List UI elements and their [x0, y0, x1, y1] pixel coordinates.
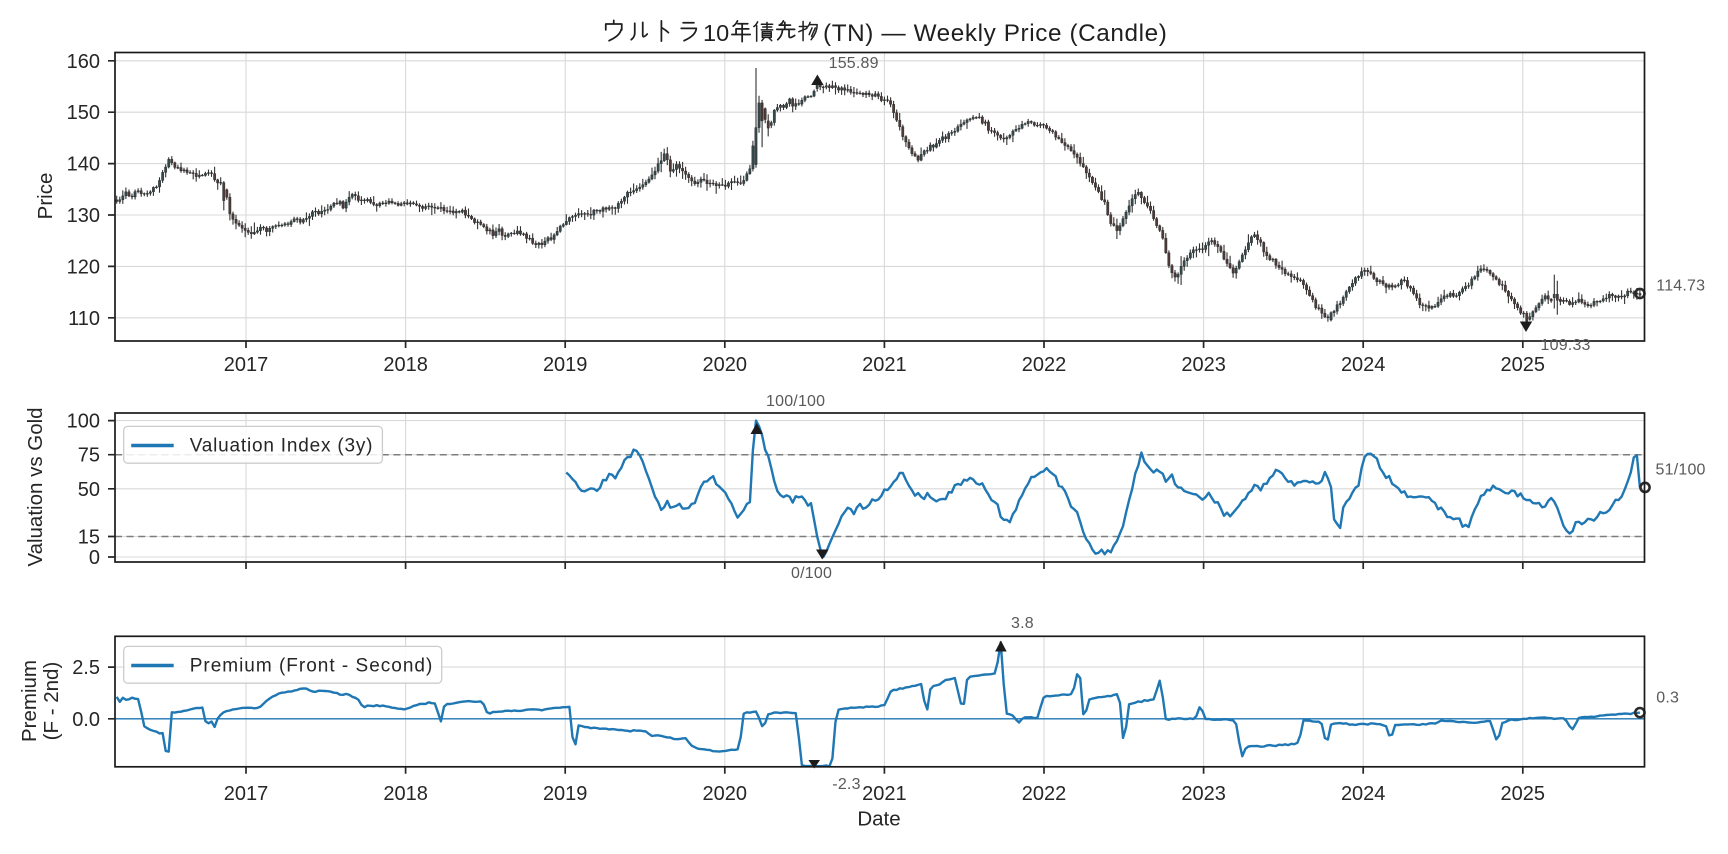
- svg-text:2022: 2022: [1022, 783, 1067, 805]
- svg-text:0.3: 0.3: [1656, 690, 1679, 707]
- svg-text:2021: 2021: [862, 354, 907, 376]
- svg-text:114.73: 114.73: [1656, 278, 1705, 295]
- svg-text:2021: 2021: [862, 783, 907, 805]
- svg-text:(TN) — Weekly Price (Candle): (TN) — Weekly Price (Candle): [823, 20, 1167, 47]
- svg-text:109.33: 109.33: [1541, 337, 1591, 354]
- svg-text:2025: 2025: [1501, 354, 1546, 376]
- svg-text:150: 150: [67, 102, 100, 124]
- svg-text:110: 110: [68, 308, 100, 330]
- svg-text:100/100: 100/100: [766, 393, 825, 410]
- svg-text:Price: Price: [34, 173, 57, 220]
- svg-text:2020: 2020: [703, 783, 748, 805]
- svg-text:0/100: 0/100: [791, 565, 832, 582]
- svg-text:2018: 2018: [383, 354, 428, 376]
- svg-text:2023: 2023: [1181, 783, 1226, 805]
- svg-text:2.5: 2.5: [72, 657, 100, 679]
- svg-text:0: 0: [89, 547, 100, 569]
- svg-text:2022: 2022: [1022, 354, 1067, 376]
- svg-text:-2.3: -2.3: [832, 776, 860, 793]
- svg-text:Date: Date: [857, 808, 900, 831]
- svg-text:Valuation Index (3y): Valuation Index (3y): [190, 436, 374, 457]
- svg-text:100: 100: [67, 411, 100, 433]
- svg-text:(F - 2nd): (F - 2nd): [40, 662, 63, 741]
- svg-text:130: 130: [67, 205, 100, 227]
- svg-text:Premium (Front - Second): Premium (Front - Second): [190, 656, 434, 677]
- svg-text:Premium: Premium: [18, 660, 41, 742]
- svg-text:10: 10: [703, 20, 729, 46]
- svg-text:0.0: 0.0: [72, 709, 100, 731]
- svg-text:2017: 2017: [224, 354, 269, 376]
- svg-text:2024: 2024: [1341, 354, 1386, 376]
- svg-text:51/100: 51/100: [1656, 462, 1706, 479]
- svg-text:2025: 2025: [1501, 783, 1546, 805]
- svg-text:Valuation vs Gold: Valuation vs Gold: [24, 407, 47, 566]
- svg-text:2024: 2024: [1341, 783, 1386, 805]
- svg-text:15: 15: [78, 527, 100, 549]
- svg-text:2023: 2023: [1181, 354, 1226, 376]
- svg-text:2017: 2017: [224, 783, 269, 805]
- svg-text:155.89: 155.89: [829, 55, 879, 72]
- svg-text:50: 50: [78, 479, 100, 501]
- svg-text:160: 160: [67, 51, 100, 73]
- svg-text:2019: 2019: [543, 783, 588, 805]
- svg-text:2020: 2020: [703, 354, 748, 376]
- svg-text:3.8: 3.8: [1011, 615, 1034, 632]
- svg-text:120: 120: [67, 256, 100, 278]
- svg-text:2019: 2019: [543, 354, 588, 376]
- svg-text:140: 140: [67, 154, 100, 176]
- svg-text:2018: 2018: [383, 783, 428, 805]
- svg-text:75: 75: [78, 445, 100, 467]
